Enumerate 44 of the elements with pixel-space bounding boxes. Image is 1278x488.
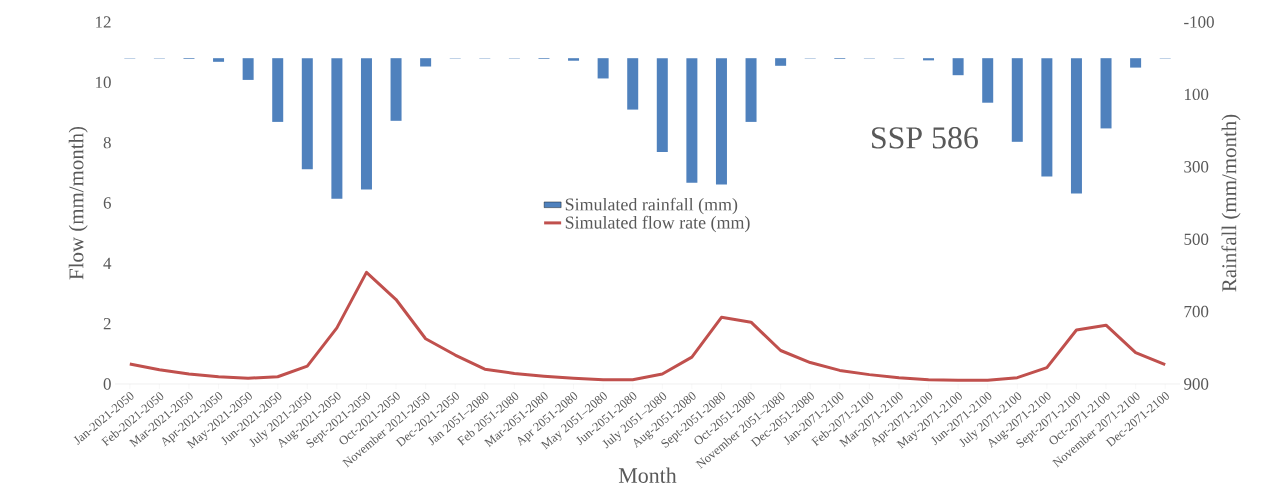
y2-axis-title: Rainfall (mm/month): [1221, 114, 1241, 292]
y-tick-label: 0: [103, 378, 111, 390]
y-tick-label: 8: [103, 136, 111, 149]
y2-tick-label: 700: [1184, 305, 1209, 318]
y2-tick-label: -100: [1184, 16, 1214, 28]
y2-tick-label: 500: [1184, 233, 1209, 245]
y2-tick-label: 300: [1184, 161, 1209, 173]
bar: [775, 58, 787, 66]
bar: [656, 58, 668, 152]
y2-tick-label: 100: [1185, 88, 1209, 101]
bar: [390, 58, 402, 121]
bar: [242, 58, 254, 80]
bar: [1130, 58, 1142, 68]
legend-label: Simulated rainfall (mm): [565, 197, 738, 215]
y-tick-label: 12: [96, 16, 111, 28]
bar: [686, 58, 698, 183]
x-axis-title: Month: [618, 467, 677, 483]
bar: [952, 58, 964, 76]
bar: [715, 58, 727, 185]
bar: [213, 58, 225, 62]
bar: [627, 58, 639, 110]
line-series: [128, 270, 1167, 382]
bar: [923, 58, 935, 61]
bar: [568, 58, 580, 61]
bar: [1070, 58, 1082, 194]
legend-label: Simulated flow rate (mm): [565, 215, 750, 233]
bar: [745, 58, 757, 122]
bar: [301, 58, 313, 170]
bar: [1100, 58, 1112, 129]
bar: [1041, 58, 1053, 177]
y2-tick-label: 900: [1184, 378, 1209, 390]
bar: [597, 58, 609, 79]
bar: [1011, 58, 1023, 142]
annotation: SSP 586: [872, 127, 978, 149]
bar: [331, 58, 343, 199]
bar: [420, 58, 432, 67]
y-tick-label: 2: [103, 318, 111, 330]
bar: [360, 58, 372, 190]
bar: [982, 58, 994, 103]
y-axis-title: Flow (mm/month): [68, 126, 88, 280]
bar: [272, 58, 284, 122]
y-tick-label: 6: [103, 197, 111, 209]
y-tick-label: 10: [96, 76, 111, 89]
y-tick-label: 4: [103, 257, 112, 269]
